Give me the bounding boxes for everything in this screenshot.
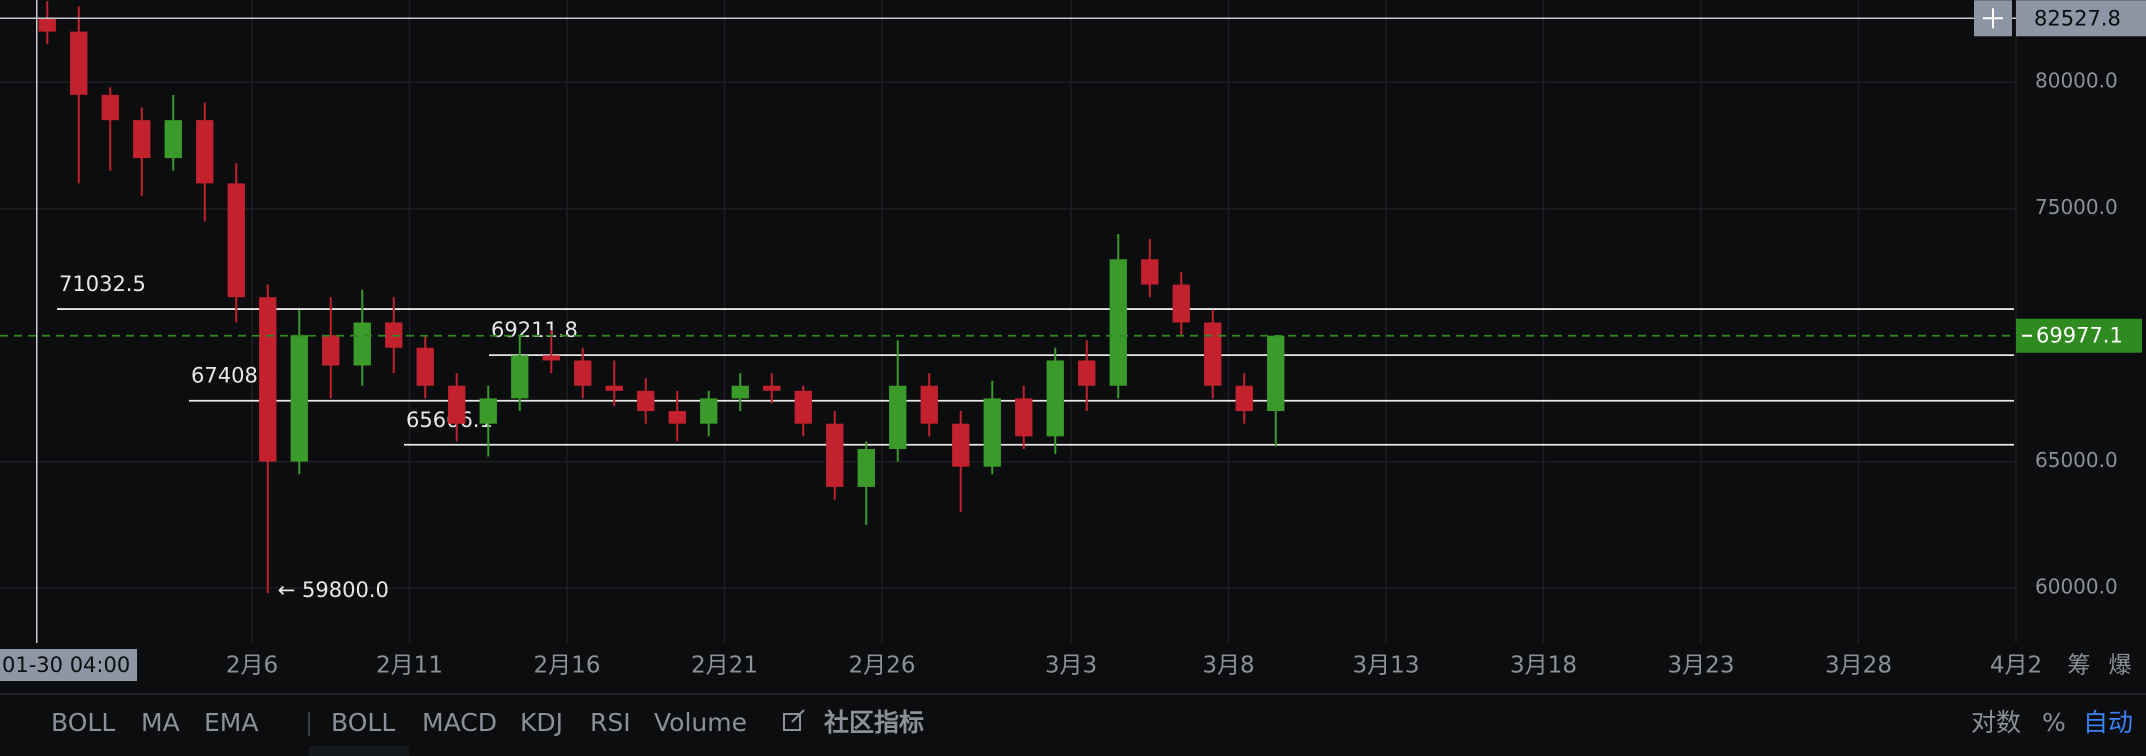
indicator-button[interactable]: MA <box>141 708 180 737</box>
axis-extra-label[interactable]: 筹 <box>2068 653 2091 679</box>
candle-body <box>38 18 56 32</box>
indicator-button[interactable]: BOLL <box>51 708 115 737</box>
candle-body <box>1046 360 1064 437</box>
candle-body <box>479 398 497 424</box>
candle-body <box>1204 322 1222 386</box>
candle-body <box>227 183 245 298</box>
indicator-button[interactable]: BOLL <box>331 708 395 737</box>
x-tick-label: 3月8 <box>1202 653 1254 679</box>
candle-body <box>889 385 907 449</box>
candle-body <box>952 423 970 467</box>
scale-option[interactable]: 自动 <box>2083 708 2133 737</box>
candle-body <box>1267 335 1285 412</box>
candle-body <box>920 385 938 424</box>
indicator-button[interactable]: MACD <box>422 708 497 737</box>
crosshair-x-box <box>0 649 137 681</box>
x-tick-label: 2月16 <box>534 653 601 679</box>
candle-body <box>763 385 781 391</box>
x-tick-label: 2月6 <box>226 653 278 679</box>
candle-body <box>983 398 1001 467</box>
x-tick-label: 2月21 <box>691 653 758 679</box>
candle-body <box>794 390 812 424</box>
candle-body <box>322 335 340 366</box>
tab-indicator <box>309 746 409 756</box>
scale-option[interactable]: 对数 <box>1971 708 2021 737</box>
x-tick-label: 3月23 <box>1668 653 1735 679</box>
low-annotation: ← 59800.0 <box>278 578 389 602</box>
candle-body <box>574 360 592 386</box>
candle-body <box>605 385 623 391</box>
x-tick-label: 3月18 <box>1510 653 1577 679</box>
candle-body <box>700 398 718 424</box>
indicator-button[interactable]: KDJ <box>520 708 563 737</box>
x-tick-label: 4月2 <box>1990 653 2042 679</box>
y-tick-label: 60000.0 <box>2035 575 2118 599</box>
candle-body <box>1078 360 1096 386</box>
candle-body <box>353 322 371 366</box>
candle-body <box>542 355 560 361</box>
candle-body <box>164 120 182 159</box>
last-price-label: 69977.1 <box>2036 324 2123 348</box>
candle-body <box>70 31 88 95</box>
indicator-button[interactable]: EMA <box>204 708 258 737</box>
x-tick-label: 2月11 <box>376 653 443 679</box>
candle-body <box>448 385 466 424</box>
candle-body <box>511 355 529 399</box>
y-tick-label: 65000.0 <box>2035 448 2118 472</box>
indicator-button[interactable]: Volume <box>654 708 747 737</box>
x-tick-label: 2月26 <box>849 653 916 679</box>
candle-body <box>259 297 277 462</box>
last-price-box <box>2016 318 2142 353</box>
level-label: 69211.8 <box>491 318 578 342</box>
x-tick-label: 3月28 <box>1825 653 1892 679</box>
candle-body <box>416 347 434 386</box>
candle-body <box>101 94 119 121</box>
candle-body <box>133 120 151 159</box>
community-indicators[interactable]: 社区指标 <box>824 708 924 737</box>
x-tick-label: 3月3 <box>1045 653 1097 679</box>
candle-body <box>857 448 875 487</box>
candle-body <box>1141 259 1159 285</box>
x-tick-label: 3月13 <box>1353 653 1420 679</box>
y-tick-label: 75000.0 <box>2035 195 2118 219</box>
candle-body <box>637 390 655 412</box>
candle-body <box>1172 284 1190 323</box>
level-label: 71032.5 <box>59 272 146 296</box>
crosshair-y-label: 82527.8 <box>2034 6 2121 30</box>
candle-body <box>196 120 214 184</box>
candle-body <box>826 423 844 487</box>
candle-body <box>668 411 686 424</box>
axis-extra-label[interactable]: 爆 <box>2109 653 2132 679</box>
community-icon[interactable] <box>783 709 805 731</box>
scale-option[interactable]: % <box>2042 708 2066 737</box>
y-tick-label: 80000.0 <box>2035 69 2118 93</box>
candle-body <box>1015 398 1033 437</box>
candle-body <box>1235 385 1253 412</box>
crosshair-y-box <box>2016 0 2146 37</box>
candle-body <box>1109 259 1127 386</box>
indicator-button[interactable]: RSI <box>590 708 631 737</box>
candle-body <box>290 335 308 462</box>
candle-body <box>731 385 749 399</box>
crosshair-x-label: 01-30 04:00 <box>2 653 130 677</box>
